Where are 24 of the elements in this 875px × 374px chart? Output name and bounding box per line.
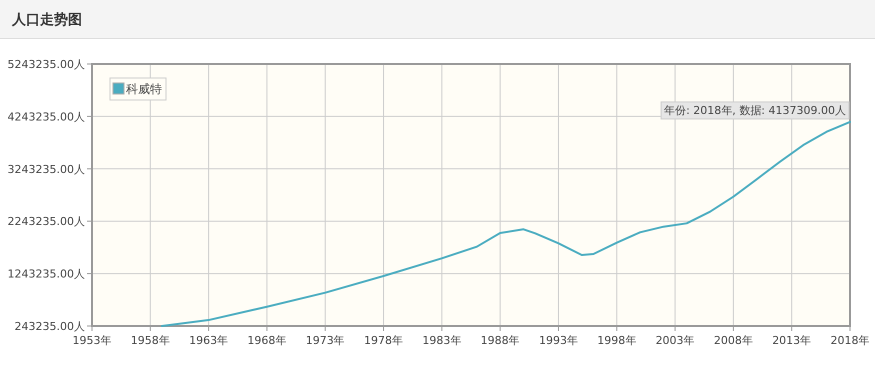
x-tick-label: 2003年 — [656, 334, 695, 347]
y-tick-label: 5243235.00人 — [8, 58, 85, 71]
y-tick-label: 3243235.00人 — [8, 162, 85, 176]
x-tick-label: 1998年 — [597, 334, 636, 347]
x-tick-label: 1983年 — [422, 334, 462, 347]
x-tick-label: 1988年 — [480, 334, 520, 347]
x-tick-label: 1978年 — [364, 334, 404, 347]
x-tick-label: 2013年 — [772, 334, 812, 347]
x-tick-label: 1968年 — [247, 334, 286, 347]
y-tick-label: 243235.00人 — [14, 320, 85, 333]
x-tick-label: 1963年 — [189, 334, 228, 347]
x-tick-label: 1993年 — [538, 334, 578, 347]
x-tick-label: 1953年 — [72, 334, 112, 347]
chart-title: 人口走势图 — [11, 12, 82, 28]
x-tick-label: 2008年 — [714, 334, 753, 347]
annotation: 年份: 2018年, 数据: 4137309.00人 — [664, 104, 846, 117]
legend: 科威特 — [110, 78, 166, 100]
legend-label: 科威特 — [126, 82, 162, 96]
y-tick-label: 2243235.00人 — [8, 215, 85, 228]
y-tick-label: 1243235.00人 — [8, 268, 85, 281]
x-tick-label: 2018年 — [830, 334, 870, 347]
y-tick-label: 4243235.00人 — [8, 110, 85, 124]
x-tick-label: 1958年 — [130, 334, 170, 347]
x-tick-label: 1973年 — [306, 334, 345, 347]
